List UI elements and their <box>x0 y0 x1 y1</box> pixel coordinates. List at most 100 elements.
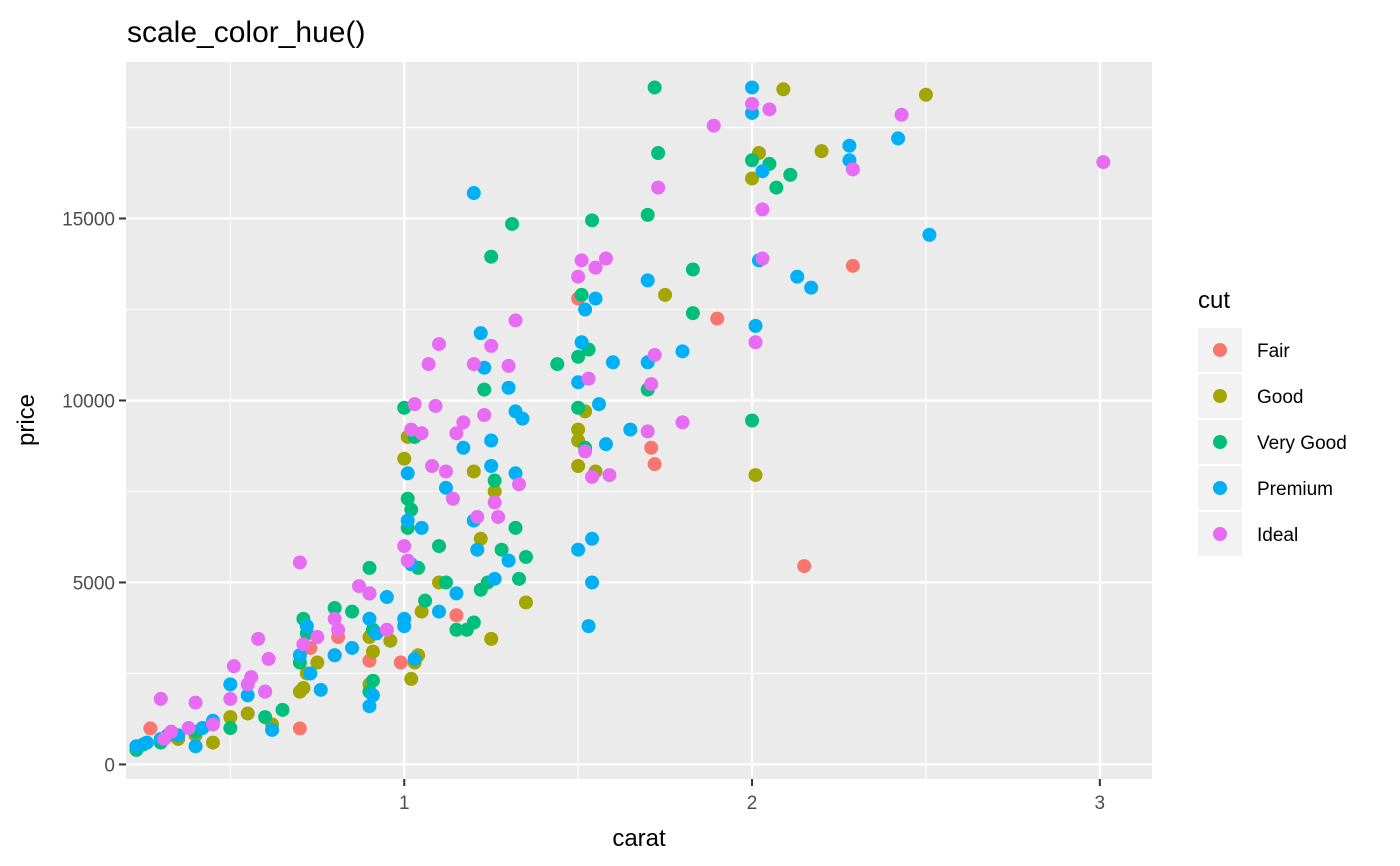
point-very-good <box>685 262 700 277</box>
y-axis-title: price <box>13 394 40 446</box>
point-premium <box>365 688 380 703</box>
point-ideal <box>484 338 499 353</box>
point-very-good <box>418 593 433 608</box>
point-premium <box>299 619 314 634</box>
point-ideal <box>466 357 481 372</box>
point-good <box>518 595 533 610</box>
point-ideal <box>296 637 311 652</box>
point-premium <box>240 688 255 703</box>
point-good <box>745 171 760 186</box>
point-premium <box>345 640 360 655</box>
point-fair <box>143 721 158 736</box>
point-premium <box>139 735 154 750</box>
point-ideal <box>456 415 471 430</box>
point-very-good <box>647 80 662 95</box>
point-premium <box>432 604 447 619</box>
point-premium <box>265 722 280 737</box>
point-premium <box>605 355 620 370</box>
point-ideal <box>327 611 342 626</box>
point-premium <box>745 80 760 95</box>
point-fair <box>845 258 860 273</box>
point-fair <box>292 721 307 736</box>
point-premium <box>438 480 453 495</box>
point-premium <box>585 531 600 546</box>
point-premium <box>501 553 516 568</box>
point-premium <box>755 164 770 179</box>
point-very-good <box>574 287 589 302</box>
point-ideal <box>644 377 659 392</box>
point-premium <box>588 291 603 306</box>
point-premium <box>303 666 318 681</box>
point-fair <box>797 559 812 574</box>
point-premium <box>470 542 485 557</box>
point-good <box>223 710 238 725</box>
point-premium <box>188 739 203 754</box>
point-ideal <box>512 477 527 492</box>
legend-swatch-very-good <box>1213 435 1227 449</box>
point-good <box>484 631 499 646</box>
point-ideal <box>675 415 690 430</box>
point-ideal <box>438 464 453 479</box>
point-very-good <box>518 549 533 564</box>
point-good <box>571 422 586 437</box>
point-premium <box>891 131 906 146</box>
minor-gridlines <box>126 62 1152 779</box>
chart-title: scale_color_hue() <box>127 16 365 49</box>
point-ideal <box>421 357 436 372</box>
point-ideal <box>352 579 367 594</box>
point-ideal <box>188 695 203 710</box>
point-premium <box>790 269 805 284</box>
point-good <box>240 706 255 721</box>
point-fair <box>710 311 725 326</box>
point-ideal <box>292 555 307 570</box>
legend: cut Fair Good Very Good Premium Ideal <box>1198 287 1347 556</box>
point-very-good <box>585 213 600 228</box>
point-ideal <box>640 424 655 439</box>
point-very-good <box>487 473 502 488</box>
point-premium <box>484 458 499 473</box>
point-premium <box>466 186 481 201</box>
point-fair <box>393 655 408 670</box>
point-good <box>365 644 380 659</box>
point-good <box>658 287 673 302</box>
point-good <box>397 451 412 466</box>
point-very-good <box>769 180 784 195</box>
point-good <box>814 144 829 159</box>
point-ideal <box>261 651 276 666</box>
point-ideal <box>407 397 422 412</box>
point-ideal <box>762 102 777 117</box>
point-very-good <box>484 249 499 264</box>
point-very-good <box>477 382 492 397</box>
point-very-good <box>783 167 798 182</box>
point-ideal <box>331 622 346 637</box>
point-premium <box>592 397 607 412</box>
point-very-good <box>685 306 700 321</box>
x-tick-label: 2 <box>747 793 758 814</box>
legend-label-premium: Premium <box>1257 479 1333 500</box>
point-very-good <box>400 491 415 506</box>
point-premium <box>400 513 415 528</box>
point-ideal <box>571 269 586 284</box>
point-ideal <box>1096 155 1111 170</box>
point-very-good <box>640 207 655 222</box>
point-premium <box>449 586 464 601</box>
point-premium <box>748 318 763 333</box>
point-very-good <box>345 604 360 619</box>
point-good <box>776 82 791 97</box>
point-premium <box>623 422 638 437</box>
point-ideal <box>706 118 721 133</box>
y-tick-label: 0 <box>104 755 115 776</box>
point-ideal <box>602 468 617 483</box>
point-good <box>487 484 502 499</box>
point-ideal <box>414 426 429 441</box>
point-very-good <box>550 357 565 372</box>
point-ideal <box>470 509 485 524</box>
point-very-good <box>223 721 238 736</box>
point-very-good <box>258 710 273 725</box>
point-very-good <box>327 600 342 615</box>
point-very-good <box>745 153 760 168</box>
point-premium <box>379 590 394 605</box>
point-ideal <box>748 335 763 350</box>
point-good <box>296 681 311 696</box>
point-premium <box>571 542 586 557</box>
